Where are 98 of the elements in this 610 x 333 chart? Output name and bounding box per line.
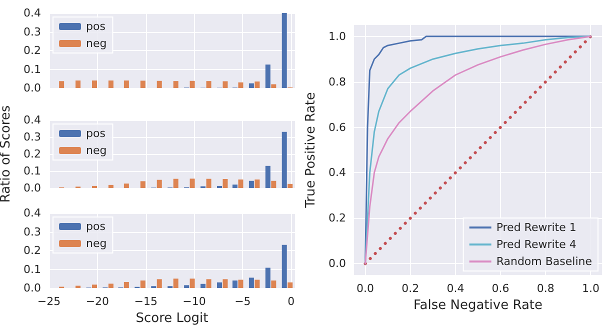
- y-tick-label: 0.4: [24, 114, 41, 126]
- bar: [206, 279, 212, 288]
- bar: [108, 184, 114, 188]
- y-tick-label: 0.0: [328, 257, 346, 270]
- y-tick-label: 0.2: [24, 148, 41, 160]
- bar: [124, 80, 129, 88]
- bar: [238, 280, 244, 288]
- bar: [271, 180, 276, 188]
- legend-label: Pred Rewrite 1: [496, 221, 576, 234]
- y-tick-label: 0.2: [24, 44, 41, 57]
- legend-label: neg: [86, 144, 107, 157]
- x-tick-label: 0.8: [536, 282, 554, 295]
- x-tick-label: −20: [86, 295, 110, 308]
- bar: [59, 81, 64, 88]
- bar: [282, 132, 287, 188]
- bar: [248, 180, 254, 188]
- bar: [288, 282, 293, 288]
- y-tick-label: 0.4: [24, 206, 41, 220]
- bar: [254, 280, 260, 288]
- bar: [232, 280, 238, 288]
- y-tick-label: 0.3: [24, 130, 41, 144]
- bar: [184, 285, 190, 288]
- y-tick-label: 0.0: [24, 82, 41, 94]
- bar: [108, 80, 114, 88]
- y-tick-label: 0.0: [24, 182, 41, 194]
- y-tick-label: 0.2: [24, 244, 41, 257]
- bar: [108, 284, 114, 288]
- legend-label: neg: [86, 237, 107, 250]
- bar: [238, 180, 244, 188]
- bar: [232, 184, 238, 188]
- bar: [190, 178, 195, 188]
- bar: [140, 280, 146, 288]
- x-axis-title: False Negative Rate: [413, 298, 543, 313]
- bar: [265, 268, 270, 288]
- bar: [265, 64, 270, 88]
- bar: [200, 284, 206, 288]
- bar: [156, 279, 162, 288]
- bar: [265, 166, 270, 188]
- bar: [222, 178, 228, 188]
- y-tick-label: 1.0: [328, 30, 346, 43]
- bar: [190, 80, 195, 88]
- bar: [248, 83, 254, 88]
- legend-label: neg: [86, 37, 107, 50]
- bar: [92, 284, 97, 288]
- y-axis-title: True Positive Rate: [304, 92, 319, 209]
- bar: [124, 282, 129, 288]
- y-tick-label: 0.4: [24, 6, 41, 20]
- bar: [216, 282, 222, 288]
- bar: [206, 178, 212, 188]
- x-axis-title: Score Logit: [136, 310, 208, 326]
- bar: [156, 180, 162, 188]
- bar: [140, 181, 146, 188]
- bar: [156, 80, 162, 88]
- bar: [238, 82, 244, 88]
- bar: [76, 80, 81, 88]
- x-tick-label: 0.0: [356, 282, 374, 295]
- y-tick-label: 0.3: [24, 25, 41, 38]
- bar: [173, 81, 178, 88]
- bar: [271, 84, 276, 88]
- bar: [254, 180, 260, 188]
- x-tick-label: 1.0: [582, 282, 600, 295]
- legend-label: pos: [86, 20, 106, 33]
- y-axis-title: Ratio of Scores: [0, 105, 14, 203]
- bar: [271, 280, 276, 288]
- y-tick-label: 0.1: [24, 262, 41, 276]
- x-tick-label: 0.2: [402, 282, 420, 295]
- x-tick-label: −5: [234, 295, 251, 308]
- y-tick-label: 0.1: [24, 164, 41, 178]
- y-tick-label: 0.6: [328, 120, 346, 134]
- y-tick-label: 0.1: [24, 62, 41, 76]
- legend-label: Random Baseline: [496, 255, 592, 268]
- bar: [92, 80, 97, 88]
- x-tick-label: −10: [182, 295, 206, 308]
- legend-label: Pred Rewrite 4: [496, 238, 576, 251]
- bar: [248, 278, 254, 288]
- bar: [140, 80, 146, 88]
- x-tick-label: 0.4: [446, 282, 464, 295]
- bar: [173, 178, 178, 188]
- y-tick-label: 0.3: [24, 225, 41, 238]
- bar: [222, 279, 228, 288]
- x-tick-label: −15: [134, 295, 158, 308]
- bar: [254, 81, 260, 88]
- legend-label: pos: [86, 127, 106, 140]
- bar: [173, 278, 178, 288]
- y-tick-label: 0.4: [328, 166, 346, 180]
- bar: [124, 184, 129, 188]
- y-tick-label: 0.2: [328, 212, 346, 225]
- x-tick-label: 0.6: [492, 282, 510, 295]
- x-tick-label: 0: [288, 295, 295, 308]
- y-tick-label: 0.8: [328, 75, 346, 88]
- bar: [282, 13, 287, 88]
- bar: [190, 278, 195, 288]
- bar: [288, 184, 293, 188]
- legend-label: pos: [86, 220, 106, 233]
- bar: [206, 81, 212, 88]
- bar: [222, 81, 228, 88]
- x-tick-label: −25: [37, 295, 61, 308]
- bar: [282, 244, 287, 288]
